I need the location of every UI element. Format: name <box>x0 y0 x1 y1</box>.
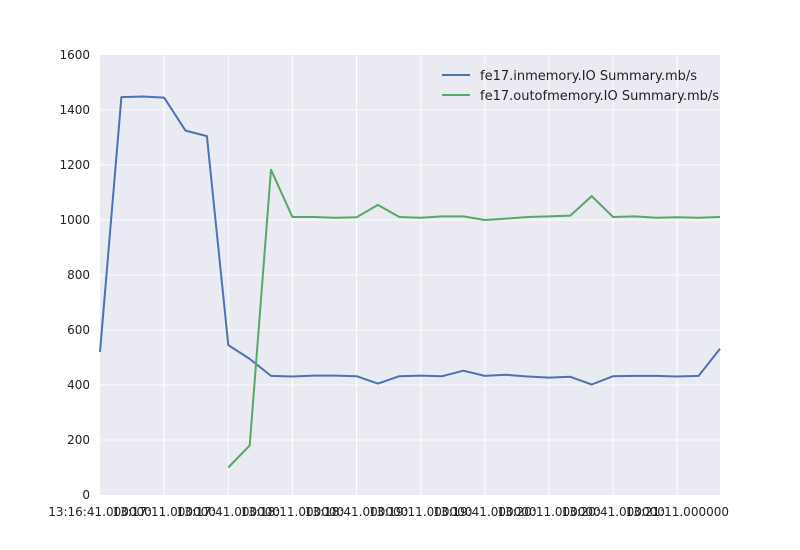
x-tick-label: 13:18:11.000000 <box>241 505 345 519</box>
x-axis: 13:16:41.00000013:17:11.00000013:17:41.0… <box>48 505 729 519</box>
legend-label: fe17.inmemory.IO Summary.mb/s <box>480 69 697 84</box>
x-tick-label: 13:17:11.000000 <box>112 505 216 519</box>
x-tick-label: 13:17:41.000000 <box>177 505 281 519</box>
y-axis: 0 200 400 600 800 1000 1200 1400 1600 <box>59 48 90 502</box>
legend-label: fe17.outofmemory.IO Summary.mb/s <box>480 89 719 104</box>
y-tick-label: 0 <box>82 488 90 502</box>
y-tick-label: 1200 <box>59 158 90 172</box>
y-tick-label: 200 <box>67 433 90 447</box>
x-tick-label: 13:21:11.000000 <box>625 505 729 519</box>
x-tick-label: 13:19:11.000000 <box>369 505 473 519</box>
series-line-2 <box>227 168 721 469</box>
series-line-1 <box>99 95 721 386</box>
x-tick-label: 13:18:41.000000 <box>305 505 409 519</box>
y-tick-label: 400 <box>67 378 90 392</box>
grid <box>100 55 720 495</box>
legend: fe17.inmemory.IO Summary.mb/s fe17.outofm… <box>442 69 719 104</box>
y-tick-label: 800 <box>67 268 90 282</box>
series-layer <box>99 95 721 469</box>
y-tick-label: 1400 <box>59 103 90 117</box>
y-tick-label: 1600 <box>59 48 90 62</box>
x-tick-label: 13:20:11.000000 <box>497 505 601 519</box>
x-tick-label: 13:19:41.000000 <box>433 505 537 519</box>
y-tick-label: 600 <box>67 323 90 337</box>
x-tick-label: 13:20:41.000000 <box>561 505 665 519</box>
x-tick-label: 13:16:41.000000 <box>48 505 152 519</box>
y-tick-label: 1000 <box>59 213 90 227</box>
